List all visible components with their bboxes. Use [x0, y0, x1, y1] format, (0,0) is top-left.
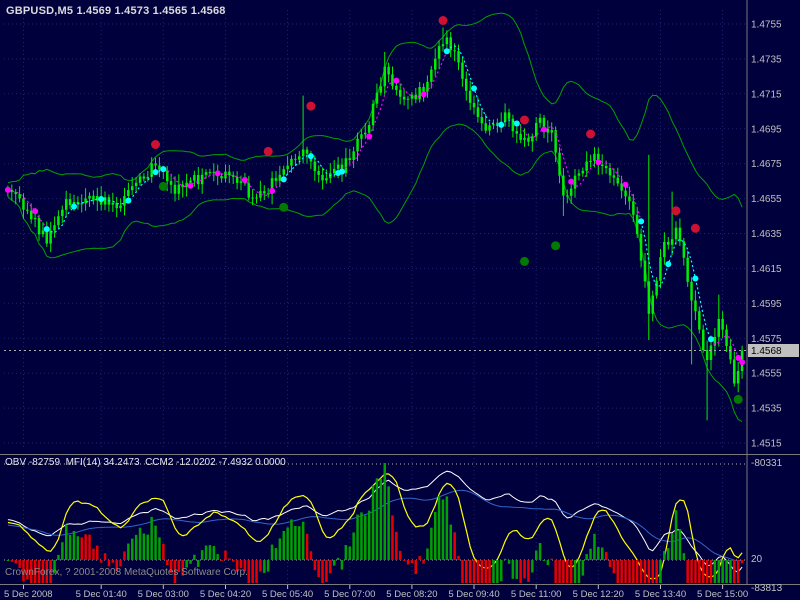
price-axis-label: 1.4575	[751, 334, 782, 345]
time-axis-label: 5 Dec 04:20	[200, 589, 251, 600]
price-axis-label: 1.4595	[751, 299, 782, 310]
sell-signal-dot	[306, 102, 315, 111]
time-axis-label: 5 Dec 08:20	[386, 589, 437, 600]
time-axis-label: 5 Dec 12:20	[573, 589, 624, 600]
time-axis-label: 5 Dec 2008	[4, 589, 53, 600]
price-axis-label: 1.4755	[751, 20, 782, 31]
buy-signal-dot	[279, 203, 288, 212]
time-axis-label: 5 Dec 09:40	[448, 589, 499, 600]
price-axis-label: 1.4695	[751, 124, 782, 135]
buy-signal-dot	[520, 257, 529, 266]
sell-signal-dot	[691, 224, 700, 233]
indicator-axis-label: 20	[751, 554, 763, 565]
buy-signal-dot	[159, 182, 168, 191]
time-axis-label: 5 Dec 03:00	[138, 589, 189, 600]
time-axis-label: 5 Dec 07:00	[324, 589, 375, 600]
price-chart-canvas[interactable]: 1.4568 1.4755 1.4735 1.4715 1.4695 1.4675 1.46…	[0, 0, 800, 600]
sell-signal-dot	[672, 206, 681, 215]
price-axis-label: 1.4655	[751, 194, 782, 205]
buy-signal-dot	[734, 395, 743, 404]
time-axis-label: 5 Dec 01:40	[76, 589, 127, 600]
price-axis-label: 1.4715	[751, 89, 782, 100]
svg-text:1.4568: 1.4568	[751, 346, 782, 357]
price-axis-label: 1.4735	[751, 54, 782, 65]
price-axis-label: 1.4535	[751, 404, 782, 415]
time-axis-label: 5 Dec 05:40	[262, 589, 313, 600]
sell-signal-dot	[586, 130, 595, 139]
time-axis-label: 5 Dec 13:40	[635, 589, 686, 600]
price-axis-label: 1.4515	[751, 439, 782, 450]
price-axis-label: 1.4615	[751, 264, 782, 275]
sell-signal-dot	[264, 147, 273, 156]
price-axis-label: 1.4555	[751, 369, 782, 380]
time-axis-label: 5 Dec 15:00	[697, 589, 748, 600]
sell-signal-dot	[520, 116, 529, 125]
indicator-axis-label: -83813	[751, 583, 783, 594]
buy-signal-dot	[551, 241, 560, 250]
price-axis-label: 1.4675	[751, 159, 782, 170]
sell-signal-dot	[151, 140, 160, 149]
current-price-tag: 1.4568	[748, 344, 799, 357]
time-axis-label: 5 Dec 11:00	[511, 589, 562, 600]
price-axis-label: 1.4635	[751, 229, 782, 240]
sell-signal-dot	[439, 16, 448, 25]
indicator-axis-label: -80331	[751, 458, 783, 469]
